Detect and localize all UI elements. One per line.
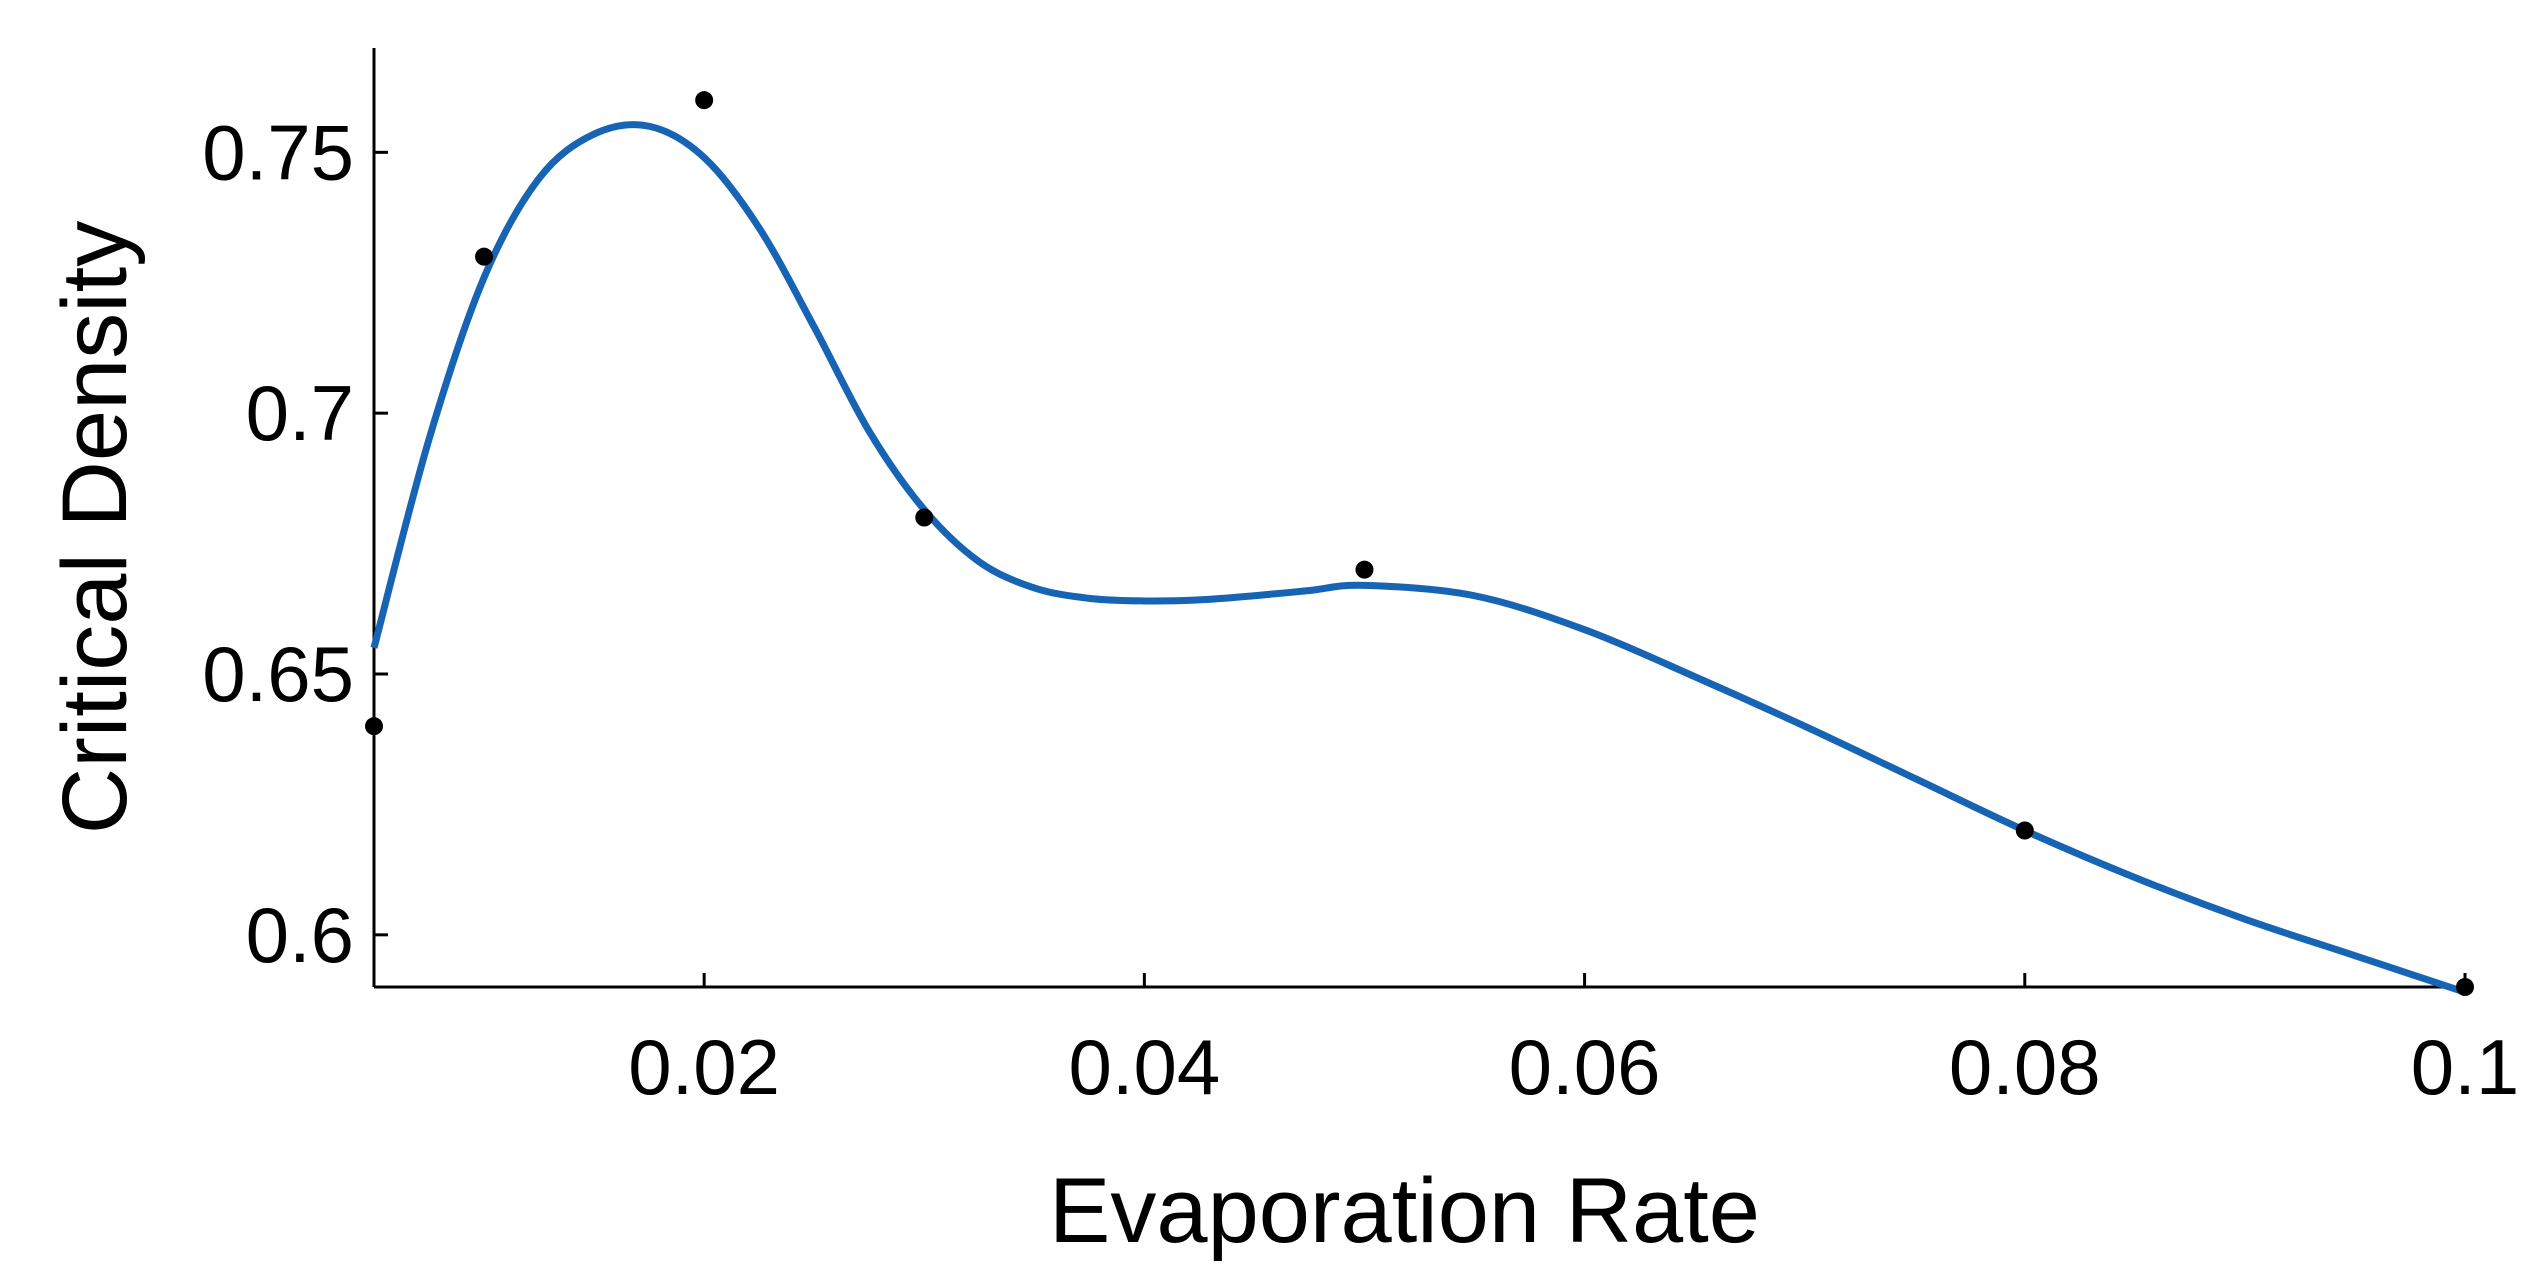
x-tick-label: 0.06: [1509, 1023, 1661, 1111]
y-tick-label: 0.75: [202, 108, 354, 196]
x-tick-label: 0.08: [1949, 1023, 2101, 1111]
data-point: [365, 717, 383, 736]
data-point: [475, 247, 494, 266]
x-tick-label: 0.02: [628, 1023, 780, 1111]
scatter-series: [365, 91, 2474, 996]
fit-line: [370, 121, 2467, 996]
x-axis-title: Evaporation Rate: [1049, 1160, 1760, 1262]
y-ticks: 0.6 0.65 0.7 0.75: [202, 108, 388, 979]
data-point: [1355, 560, 1374, 579]
data-point: [2015, 821, 2034, 840]
axes: [372, 48, 2465, 989]
x-tick-label: 0.1: [2411, 1023, 2519, 1111]
y-tick-label: 0.7: [246, 369, 354, 457]
data-point: [2456, 978, 2474, 996]
data-point: [915, 508, 934, 527]
y-axis-title: Critical Density: [44, 221, 146, 834]
data-point: [695, 91, 714, 110]
x-tick-label: 0.04: [1068, 1023, 1220, 1111]
y-tick-label: 0.65: [202, 630, 354, 718]
fit-series: [370, 121, 2467, 996]
x-ticks: 0.02 0.04 0.06 0.08 0.1: [628, 973, 2519, 1111]
y-tick-label: 0.6: [246, 891, 354, 979]
